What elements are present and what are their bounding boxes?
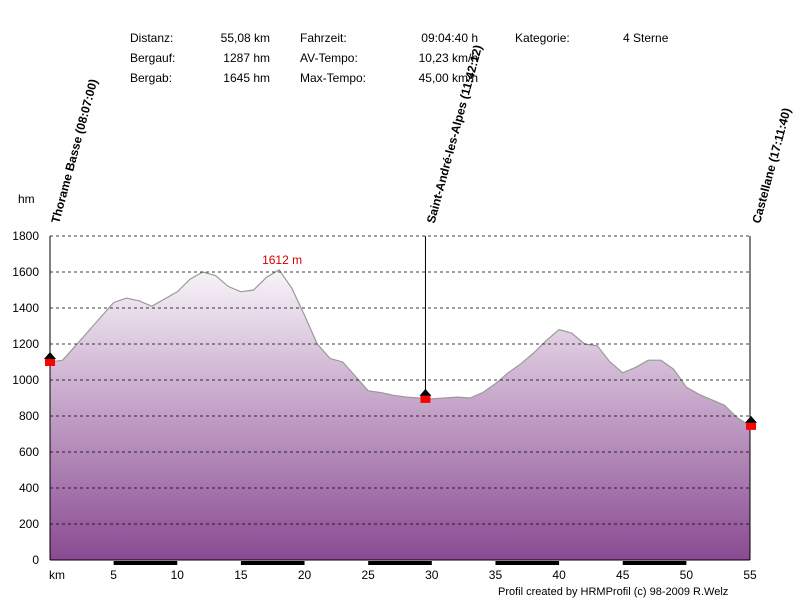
y-tick-label-1400: 1400	[12, 301, 39, 315]
waypoint-label-0: Thorame Basse (08:07:00)	[48, 77, 100, 224]
x-tick-label-5: 5	[110, 568, 117, 582]
x-tick-label-55: 55	[743, 568, 757, 582]
y-tick-label-400: 400	[19, 481, 39, 495]
category-value: 4 Sterne	[623, 31, 669, 45]
waypoint-marker-square-2	[746, 422, 757, 430]
waypoint-marker-square-0	[45, 359, 55, 366]
y-tick-label-600: 600	[19, 445, 39, 459]
waypoint-marker-triangle-0	[44, 352, 56, 359]
descent-value: 1645 hm	[223, 71, 270, 85]
max-speed-value: 45,00 km/h	[418, 71, 478, 85]
distance-value: 55,08 km	[220, 31, 270, 45]
y-tick-label-1600: 1600	[12, 265, 39, 279]
waypoint-marker-square-1	[420, 395, 431, 403]
x-tick-label-15: 15	[234, 568, 248, 582]
axis-scale-segment-15	[240, 561, 305, 565]
axis-scale-segment-25	[368, 561, 432, 565]
y-tick-label-0: 0	[32, 553, 39, 567]
elevation-area	[50, 269, 750, 560]
distance-label: Distanz:	[130, 31, 174, 45]
y-tick-label-1800: 1800	[12, 229, 39, 243]
x-tick-label-45: 45	[616, 568, 630, 582]
waypoint-marker-triangle-2	[745, 415, 758, 423]
x-tick-label-35: 35	[489, 568, 503, 582]
y-tick-label-800: 800	[19, 409, 39, 423]
y-axis-unit-label: hm	[18, 192, 35, 206]
tour-statistics: Distanz: 55,08 km Bergauf: 1287 hm Berga…	[0, 0, 800, 90]
avg-speed-label: AV-Tempo:	[300, 51, 358, 65]
axis-scale-segment-45	[622, 561, 687, 565]
x-tick-label-50: 50	[680, 568, 694, 582]
axis-scale-segment-5	[113, 561, 178, 565]
elevation-outline	[49, 268, 751, 427]
y-tick-label-200: 200	[19, 517, 39, 531]
waypoint-marker-triangle-1	[419, 388, 432, 396]
y-tick-label-1200: 1200	[12, 337, 39, 351]
ascent-label: Bergauf:	[130, 51, 176, 65]
ascent-value: 1287 hm	[223, 51, 270, 65]
time-value: 09:04:40 h	[421, 31, 478, 45]
max-speed-label: Max-Tempo:	[300, 71, 367, 85]
x-tick-label-25: 25	[362, 568, 376, 582]
x-tick-label-20: 20	[298, 568, 312, 582]
x-axis-unit-label: km	[49, 568, 65, 582]
category-label: Kategorie:	[515, 31, 570, 45]
avg-speed-value: 10,23 km/h	[418, 51, 478, 65]
x-tick-label-10: 10	[171, 568, 185, 582]
time-label: Fahrzeit:	[300, 31, 347, 45]
x-tick-label-40: 40	[552, 568, 566, 582]
y-tick-label-1000: 1000	[12, 373, 39, 387]
descent-label: Bergab:	[130, 71, 173, 85]
axis-scale-segment-35	[495, 561, 560, 565]
credit-text: Profil created by HRMProfil (c) 98-2009 …	[498, 586, 729, 598]
x-tick-label-30: 30	[425, 568, 439, 582]
waypoint-label-2: Castellane (17:11:40)	[749, 106, 793, 224]
peak-elevation-label: 1612 m	[262, 253, 302, 267]
